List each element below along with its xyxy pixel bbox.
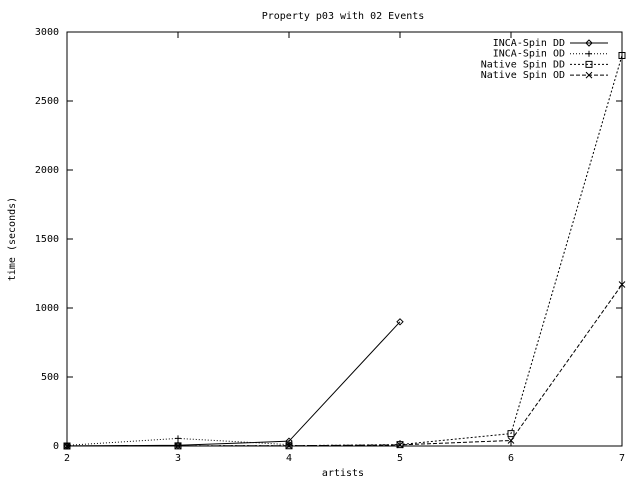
x-tick-label: 3 xyxy=(175,453,181,464)
x-tick-label: 4 xyxy=(286,453,292,464)
y-tick-label: 2500 xyxy=(35,96,59,107)
legend-label: INCA-Spin OD xyxy=(493,49,565,60)
data-point xyxy=(285,442,293,450)
y-tick-label: 0 xyxy=(53,441,59,452)
y-tick-label: 500 xyxy=(41,372,59,383)
x-tick-label: 7 xyxy=(619,453,625,464)
data-point xyxy=(175,435,181,442)
x-axis-label: artists xyxy=(322,468,364,479)
legend-label: Native Spin DD xyxy=(481,59,565,70)
data-point xyxy=(618,281,626,288)
data-point xyxy=(396,318,404,326)
y-tick-label: 1500 xyxy=(35,234,59,245)
x-tick-label: 5 xyxy=(397,453,403,464)
y-axis-label: time (seconds) xyxy=(7,197,18,281)
x-tick-label: 2 xyxy=(64,453,70,464)
data-point xyxy=(396,441,404,449)
legend-label: Native Spin OD xyxy=(481,70,565,81)
legend-marker xyxy=(585,60,593,68)
chart-title: Property p03 with 02 Events xyxy=(262,11,425,22)
legend-marker xyxy=(585,39,593,47)
legend-label: INCA-Spin DD xyxy=(493,38,565,49)
data-point xyxy=(507,430,515,438)
series-line xyxy=(66,284,623,447)
legend-marker xyxy=(586,50,592,57)
y-tick-label: 1000 xyxy=(35,303,59,314)
data-point xyxy=(174,442,182,450)
x-tick-label: 6 xyxy=(508,453,514,464)
y-tick-label: 3000 xyxy=(35,27,59,38)
legend-marker xyxy=(585,71,593,79)
data-point xyxy=(63,442,71,450)
data-point xyxy=(618,51,626,59)
data-point xyxy=(507,437,515,444)
y-tick-label: 2000 xyxy=(35,165,59,176)
